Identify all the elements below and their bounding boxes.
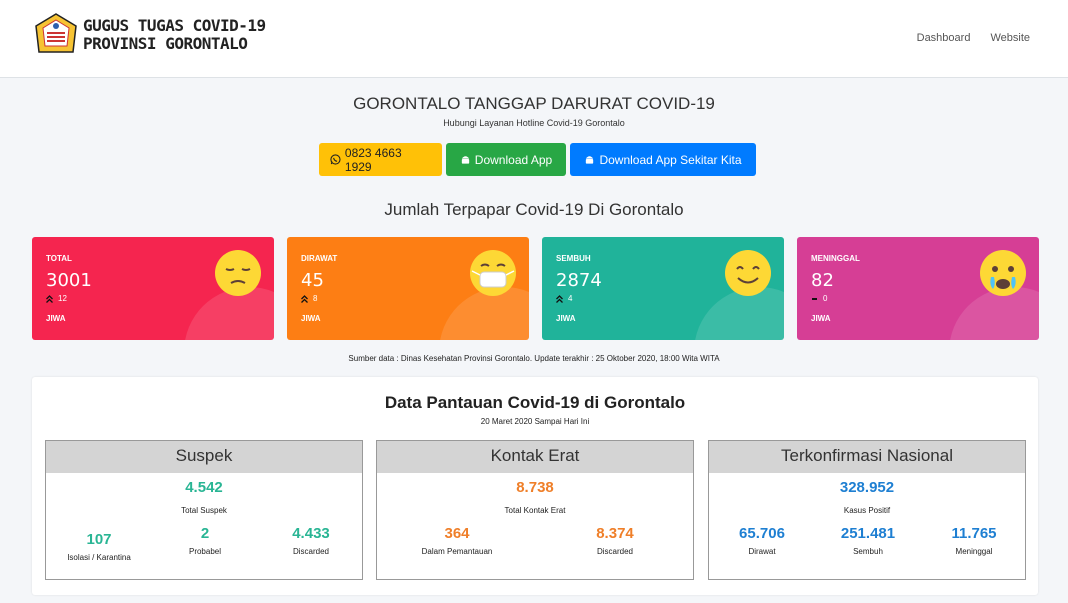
box-item-label: Probabel bbox=[188, 547, 222, 556]
box-item: 11.765 Meninggal bbox=[921, 525, 1027, 556]
whatsapp-hotline-label: 0823 4663 1929 bbox=[344, 145, 402, 174]
box-item: 65.706 Dirawat bbox=[709, 525, 815, 556]
box-item-label: Discarded bbox=[596, 547, 633, 556]
box-item-value: 364 bbox=[444, 525, 470, 542]
double-chevron-up-icon bbox=[301, 294, 308, 303]
top-navbar: GUGUS TUGAS COVID-19 PROVINSI GORONTALO … bbox=[0, 0, 1068, 78]
stat-value: 82 bbox=[811, 270, 834, 291]
box-item: 251.481 Sembuh bbox=[815, 525, 921, 556]
stat-card-dirawat: DIRAWAT 45 8 JIWA bbox=[287, 237, 529, 340]
box-total-label: Total Kontak Erat bbox=[504, 506, 566, 515]
exposed-section-title: Jumlah Terpapar Covid-19 Di Gorontalo bbox=[384, 200, 684, 219]
data-source-note: Sumber data : Dinas Kesehatan Provinsi G… bbox=[348, 354, 720, 363]
stat-unit: JIWA bbox=[46, 314, 66, 323]
nav-dashboard-link[interactable]: Dashboard bbox=[916, 32, 971, 44]
dash-icon bbox=[812, 297, 817, 300]
suspek-box: Suspek 4.542 Total Suspek 107 Isolasi / … bbox=[45, 440, 363, 580]
site-logo[interactable]: GUGUS TUGAS COVID-19 PROVINSI GORONTALO bbox=[33, 12, 266, 58]
hotline-buttons: 0823 4663 1929 Download App Download App… bbox=[319, 143, 756, 176]
box-item-label: Discarded bbox=[292, 547, 329, 556]
logo-line-1: GUGUS TUGAS COVID-19 bbox=[83, 16, 266, 35]
box-title: Terkonfirmasi Nasional bbox=[709, 441, 1025, 473]
stat-label: SEMBUH bbox=[556, 254, 591, 263]
box-item-label: Dalam Pemantauan bbox=[421, 547, 493, 556]
stat-label: DIRAWAT bbox=[301, 254, 338, 263]
crying-face-icon bbox=[980, 250, 1026, 296]
box-item-value: 65.706 bbox=[739, 525, 785, 542]
box-item: 107 Isolasi / Karantina bbox=[46, 531, 152, 562]
stat-value: 2874 bbox=[556, 270, 602, 291]
box-item: 8.374 Discarded bbox=[537, 525, 693, 556]
monitoring-panel: Data Pantauan Covid-19 di Gorontalo 20 M… bbox=[32, 377, 1038, 595]
box-total-value: 328.952 bbox=[839, 479, 895, 496]
box-title: Kontak Erat bbox=[377, 441, 693, 473]
main-nav: Dashboard Website bbox=[917, 32, 1030, 44]
box-item-value: 107 bbox=[86, 531, 112, 548]
box-total-value: 4.542 bbox=[185, 479, 223, 496]
download-app-sekitar-kita-button[interactable]: Download App Sekitar Kita bbox=[570, 143, 756, 176]
hero-title: GORONTALO TANGGAP DARURAT COVID-19 bbox=[353, 94, 715, 113]
whatsapp-hotline-button[interactable]: 0823 4663 1929 bbox=[319, 143, 442, 176]
box-item: 364 Dalam Pemantauan bbox=[377, 525, 537, 556]
double-chevron-up-icon bbox=[556, 294, 563, 303]
box-item-label: Sembuh bbox=[853, 547, 883, 556]
box-total-label: Kasus Positif bbox=[843, 506, 891, 515]
box-item-value: 11.765 bbox=[951, 525, 997, 542]
stat-label: TOTAL bbox=[46, 254, 72, 263]
stat-unit: JIWA bbox=[301, 314, 321, 323]
stat-card-total: TOTAL 3001 12 JIWA bbox=[32, 237, 274, 340]
stat-delta: 0 bbox=[811, 294, 827, 303]
android-icon bbox=[586, 156, 594, 164]
stat-value: 3001 bbox=[46, 270, 92, 291]
box-item: 4.433 Discarded bbox=[258, 525, 364, 556]
stat-delta: 12 bbox=[46, 294, 67, 303]
box-item-value: 251.481 bbox=[840, 525, 896, 542]
box-item-label: Dirawat bbox=[748, 547, 776, 556]
box-item-value: 2 bbox=[200, 525, 210, 542]
box-item-value: 4.433 bbox=[292, 525, 330, 542]
stat-card-sembuh: SEMBUH 2874 4 JIWA bbox=[542, 237, 784, 340]
stat-delta-value: 4 bbox=[568, 294, 573, 303]
stat-delta-value: 12 bbox=[58, 294, 67, 303]
stat-delta-value: 8 bbox=[313, 294, 318, 303]
whatsapp-icon bbox=[330, 154, 341, 165]
box-item-label: Isolasi / Karantina bbox=[67, 553, 131, 562]
download-app-sekitar-kita-label: Download App Sekitar Kita bbox=[599, 152, 742, 167]
stat-card-meninggal: MENINGGAL 82 0 JIWA bbox=[797, 237, 1039, 340]
box-total-label: Total Suspek bbox=[181, 506, 227, 515]
box-item: 2 Probabel bbox=[152, 525, 258, 556]
hero-subtitle: Hubungi Layanan Hotline Covid-19 Goronta… bbox=[443, 118, 625, 128]
mask-face-icon bbox=[470, 250, 516, 296]
stat-delta: 8 bbox=[301, 294, 317, 303]
monitoring-title: Data Pantauan Covid-19 di Gorontalo bbox=[384, 393, 686, 412]
stat-unit: JIWA bbox=[556, 314, 576, 323]
stat-unit: JIWA bbox=[811, 314, 831, 323]
stat-delta-value: 0 bbox=[823, 294, 828, 303]
monitoring-subtitle: 20 Maret 2020 Sampai Hari Ini bbox=[480, 417, 590, 426]
kontak-erat-box: Kontak Erat 8.738 Total Kontak Erat 364 … bbox=[376, 440, 694, 580]
double-chevron-up-icon bbox=[46, 294, 53, 303]
sad-face-icon bbox=[215, 250, 261, 296]
stat-value: 45 bbox=[301, 270, 324, 291]
android-icon bbox=[461, 156, 469, 164]
logo-text: GUGUS TUGAS COVID-19 PROVINSI GORONTALO bbox=[83, 17, 266, 53]
nav-website-link[interactable]: Website bbox=[990, 32, 1030, 44]
gugus-tugas-badge-icon bbox=[35, 13, 77, 53]
box-item-label: Meninggal bbox=[955, 547, 993, 556]
box-title: Suspek bbox=[46, 441, 362, 473]
terkonfirmasi-nasional-box: Terkonfirmasi Nasional 328.952 Kasus Pos… bbox=[708, 440, 1026, 580]
logo-line-2: PROVINSI GORONTALO bbox=[83, 34, 248, 53]
download-app-button[interactable]: Download App bbox=[446, 143, 566, 176]
download-app-label: Download App bbox=[474, 152, 553, 167]
stat-label: MENINGGAL bbox=[811, 254, 860, 263]
smile-face-icon bbox=[725, 250, 771, 296]
stat-delta: 4 bbox=[556, 294, 572, 303]
box-item-value: 8.374 bbox=[596, 525, 634, 542]
box-total-value: 8.738 bbox=[516, 479, 554, 496]
